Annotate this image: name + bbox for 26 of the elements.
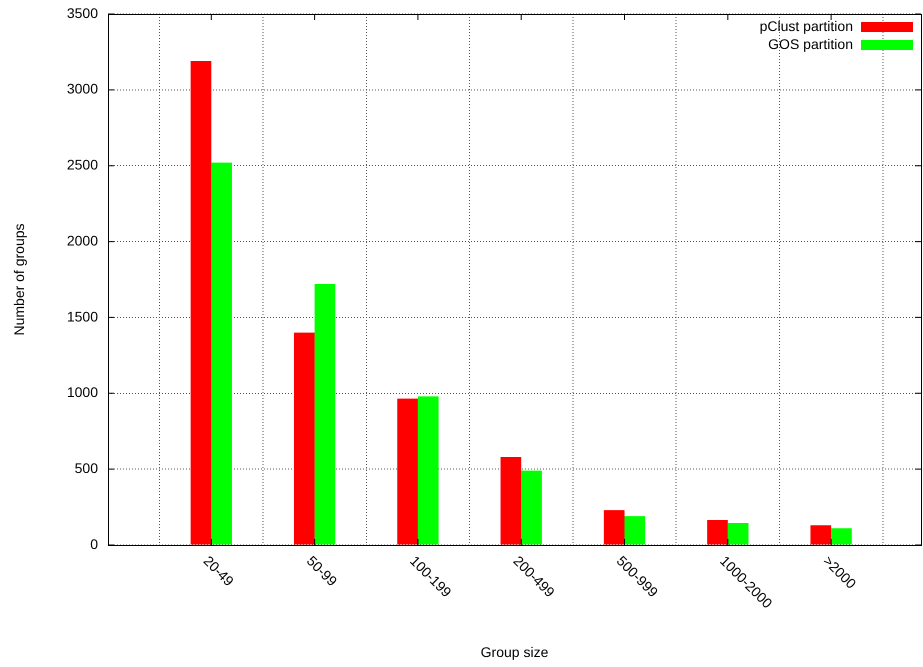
bar (810, 525, 832, 544)
bar (604, 510, 625, 544)
bar (397, 398, 418, 544)
legend-label: pClust partition (760, 18, 853, 34)
y-tick-label: 2000 (66, 232, 98, 248)
bar (831, 528, 852, 544)
bar (728, 523, 748, 544)
y-tick-label: 1500 (66, 308, 98, 324)
y-tick-label: 1000 (66, 384, 98, 400)
bar (314, 284, 336, 544)
bar (500, 457, 522, 544)
bar (624, 516, 646, 544)
x-axis-title: Group size (480, 644, 549, 660)
bar (211, 162, 232, 544)
y-tick-label: 3000 (66, 80, 98, 97)
y-tick-label: 2500 (66, 156, 98, 173)
bar (294, 332, 315, 544)
y-tick-label: 3500 (66, 4, 98, 21)
y-tick-label: 500 (74, 460, 98, 476)
bar (190, 61, 212, 544)
bar (521, 470, 542, 544)
bar (418, 396, 439, 544)
y-tick-label: 0 (90, 536, 98, 552)
bar (707, 520, 728, 544)
legend-label: GOS partition (768, 36, 853, 52)
y-axis-title: Number of groups (10, 223, 27, 336)
